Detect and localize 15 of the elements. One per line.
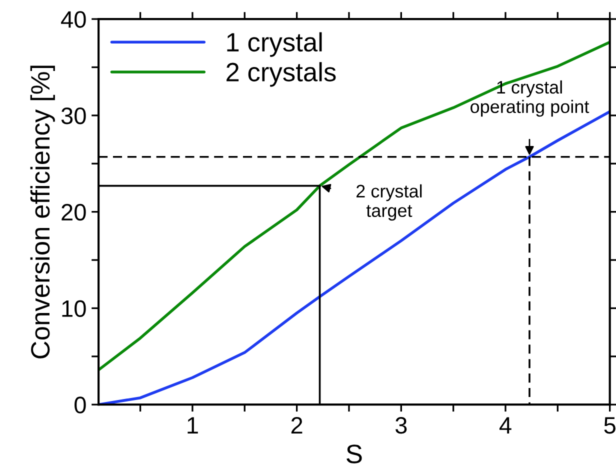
x-tick-label: 4 bbox=[499, 417, 512, 434]
y-tick-label: 30 bbox=[61, 108, 86, 124]
annotation: 2 crystal target bbox=[356, 184, 422, 221]
x-tick-label: 1 bbox=[188, 417, 198, 434]
y-axis-title: Conversion efficiency [%] bbox=[30, 66, 55, 358]
x-axis-title: S bbox=[346, 444, 362, 464]
y-tick-label: 40 bbox=[61, 11, 86, 28]
y-tick-label: 0 bbox=[74, 396, 86, 414]
y-tick-label: 20 bbox=[62, 204, 86, 221]
x-tick-label: 3 bbox=[395, 417, 407, 434]
x-tick-label: 5 bbox=[604, 417, 616, 434]
legend-label: 2 crystals bbox=[226, 62, 336, 87]
x-tick-label: 2 bbox=[291, 417, 302, 434]
y-tick-label: 10 bbox=[62, 300, 86, 317]
legend-label: 1 crystal bbox=[227, 32, 322, 57]
